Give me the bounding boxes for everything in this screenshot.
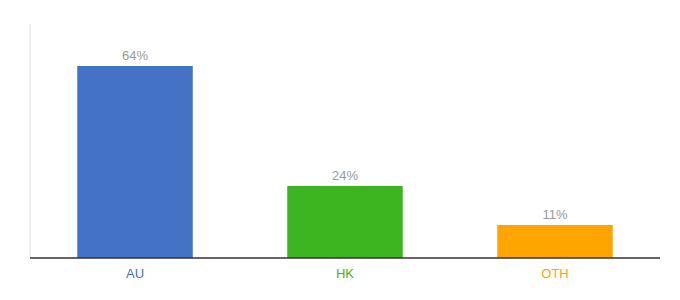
value-range-line <box>30 24 31 258</box>
x-tick-label: OTH <box>541 266 568 281</box>
x-tick-label: HK <box>336 266 354 281</box>
bar <box>77 66 193 258</box>
data-label: 64% <box>122 48 148 63</box>
data-label: 11% <box>542 207 567 222</box>
bar <box>497 225 613 258</box>
x-axis-line <box>30 257 660 259</box>
bar <box>287 186 403 258</box>
chart-svg: 64% 24% 11% AU HK OTH <box>0 0 680 300</box>
bars <box>77 66 613 258</box>
data-label: 24% <box>332 168 358 183</box>
x-tick-labels: AU HK OTH <box>126 266 569 281</box>
x-tick-label: AU <box>126 266 144 281</box>
chart-container: 64% 24% 11% AU HK OTH <box>0 0 680 300</box>
data-labels: 64% 24% 11% <box>122 48 568 222</box>
